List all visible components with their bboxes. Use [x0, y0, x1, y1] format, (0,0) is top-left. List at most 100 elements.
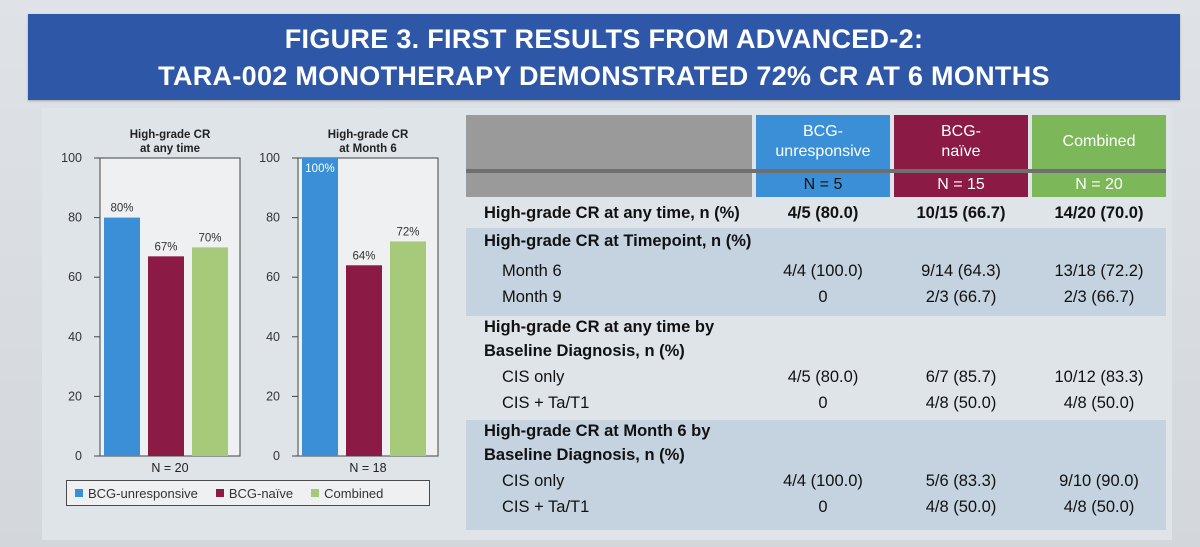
column-header-bcg-naive: BCG-naïve [894, 115, 1028, 169]
bar-data-label: 67% [154, 241, 177, 253]
bar-combined [390, 241, 426, 456]
cell-bcg-unresponsive: 4/5 (80.0) [787, 204, 859, 222]
bar-data-label: 72% [396, 226, 419, 238]
cell-bcg-unresponsive: 0 [818, 498, 828, 516]
cell-bcg-unresponsive: 4/4 (100.0) [783, 262, 863, 280]
y-tick-label: 100 [61, 151, 82, 165]
y-tick-label: 80 [266, 211, 280, 225]
cell-bcg-naive: 10/15 (66.7) [916, 204, 1006, 222]
bar-bcg-unresponsive [302, 158, 338, 456]
cell-combined: 9/10 (90.0) [1059, 472, 1139, 490]
y-tick-label: 80 [68, 211, 82, 225]
row-label: High-grade CR at any time by [484, 318, 715, 336]
y-tick-label: 40 [266, 330, 280, 344]
column-header-line2: unresponsive [775, 143, 871, 160]
row-label: Baseline Diagnosis, n (%) [484, 342, 685, 360]
y-tick-label: 0 [75, 449, 82, 463]
column-header-line1: Combined [1062, 133, 1136, 150]
column-n-bcg-unresponsive: N = 5 [756, 173, 890, 197]
column-n-combined: N = 20 [1032, 173, 1166, 197]
table-row: CIS + Ta/T1 0 4/8 (50.0) 4/8 (50.0) [466, 496, 1166, 520]
row-label: High-grade CR at Timepoint, n (%) [484, 232, 752, 250]
y-tick-label: 100 [259, 151, 280, 165]
table-header-divider [466, 169, 1166, 173]
y-tick-label: 40 [68, 330, 82, 344]
cell-combined: 13/18 (72.2) [1054, 262, 1144, 280]
cell-combined: 4/8 (50.0) [1063, 498, 1135, 516]
table-row: CIS only 4/5 (80.0) 6/7 (85.7) 10/12 (83… [466, 366, 1166, 390]
chart-title-line2: at Month 6 [339, 143, 397, 155]
chart-title-line1: High-grade CR [328, 129, 409, 141]
table-row: High-grade CR at any time, n (%) 4/5 (80… [466, 202, 1166, 226]
table-row: CIS only 4/4 (100.0) 5/6 (83.3) 9/10 (90… [466, 470, 1166, 494]
legend-item-combined: Combined [311, 486, 383, 501]
row-label: CIS only [502, 472, 565, 490]
cell-bcg-naive: 2/3 (66.7) [925, 288, 997, 306]
row-label: Baseline Diagnosis, n (%) [484, 446, 685, 464]
table-row: Month 9 0 2/3 (66.7) 2/3 (66.7) [466, 286, 1166, 310]
row-label: High-grade CR at Month 6 by [484, 422, 711, 440]
table-header-blank [466, 115, 752, 197]
bar-charts-svg: High-grade CR at any time 0 20 40 60 80 100 80% 6… [61, 129, 439, 475]
chart-n-label: N = 20 [151, 461, 188, 475]
legend-label: Combined [324, 485, 384, 501]
bar-data-label: 70% [198, 232, 221, 244]
bar-data-label: 80% [110, 203, 133, 215]
cell-combined: 2/3 (66.7) [1063, 288, 1135, 306]
figure-title-line1: FIGURE 3. FIRST RESULTS FROM ADVANCED-2: [284, 24, 924, 54]
cell-bcg-unresponsive: 4/4 (100.0) [783, 472, 863, 490]
column-n-bcg-naive: N = 15 [894, 173, 1028, 197]
table-row: CIS + Ta/T1 0 4/8 (50.0) 4/8 (50.0) [466, 392, 1166, 416]
legend-label: BCG-unresponsive [88, 485, 198, 501]
y-tick-label: 20 [68, 389, 82, 403]
cell-bcg-naive: 6/7 (85.7) [925, 368, 997, 386]
y-tick-label: 60 [68, 270, 82, 284]
figure-title-banner: FIGURE 3. FIRST RESULTS FROM ADVANCED-2:… [28, 14, 1180, 100]
table-band-month6-baseline [466, 420, 1166, 530]
results-table: BCG-unresponsive BCG-naïve Combined N = … [466, 112, 1178, 532]
bar-bcg-naive [148, 256, 184, 456]
row-label: CIS + Ta/T1 [502, 498, 590, 516]
chart-legend: BCG-unresponsive BCG-naïve Combined [66, 480, 430, 506]
row-label: CIS + Ta/T1 [502, 394, 590, 412]
cell-combined: 14/20 (70.0) [1054, 204, 1144, 222]
table-row: High-grade CR at Timepoint, n (%) [466, 230, 1166, 254]
column-header-bcg-unresponsive: BCG-unresponsive [756, 115, 890, 169]
cell-bcg-unresponsive: 0 [818, 288, 828, 306]
bar-bcg-unresponsive [104, 217, 140, 456]
legend-item-bcg-naive: BCG-naïve [215, 485, 294, 501]
column-header-line2: naïve [941, 143, 981, 160]
cell-bcg-naive: 4/8 (50.0) [925, 498, 997, 516]
y-tick-label: 0 [273, 449, 280, 463]
bar-data-label: 100% [305, 163, 334, 175]
table-row: High-grade CR at Month 6 by [466, 420, 1166, 444]
row-label: Month 9 [502, 288, 562, 306]
column-header-line1: BCG- [802, 123, 843, 140]
column-header-line1: BCG- [941, 123, 981, 140]
cell-bcg-unresponsive: 4/5 (80.0) [787, 368, 859, 386]
cell-bcg-naive: 9/14 (64.3) [921, 262, 1001, 280]
row-label: High-grade CR at any time, n (%) [484, 204, 740, 222]
legend-label: BCG-naïve [228, 485, 294, 501]
column-header-combined: Combined [1032, 115, 1166, 169]
figure-title-line2: TARA-002 MONOTHERAPY DEMONSTRATED 72% CR… [158, 61, 1050, 91]
row-label: Month 6 [502, 262, 562, 280]
table-row: Baseline Diagnosis, n (%) [466, 444, 1166, 468]
table-row: Month 6 4/4 (100.0) 9/14 (64.3) 13/18 (7… [466, 260, 1166, 284]
table-row: High-grade CR at any time by [466, 316, 1166, 340]
bar-data-label: 64% [352, 250, 375, 262]
row-label: CIS only [502, 368, 565, 386]
legend-swatch-bcg-naive [215, 489, 224, 497]
legend-item-bcg-unresponsive: BCG-unresponsive [75, 486, 198, 501]
cell-bcg-naive: 5/6 (83.3) [925, 472, 997, 490]
legend-swatch-combined [311, 489, 320, 497]
chart-n-label: N = 18 [349, 461, 386, 475]
cell-combined: 4/8 (50.0) [1063, 394, 1135, 412]
chart-title-line2: at any time [140, 143, 200, 155]
legend-swatch-bcg-unresponsive [75, 489, 83, 497]
y-tick-label: 20 [266, 389, 280, 403]
table-row: Baseline Diagnosis, n (%) [466, 340, 1166, 364]
bar-charts-panel: High-grade CR at any time 0 20 40 60 80 100 80% 6… [50, 116, 445, 516]
cell-bcg-unresponsive: 0 [818, 394, 828, 412]
cell-combined: 10/12 (83.3) [1054, 368, 1144, 386]
